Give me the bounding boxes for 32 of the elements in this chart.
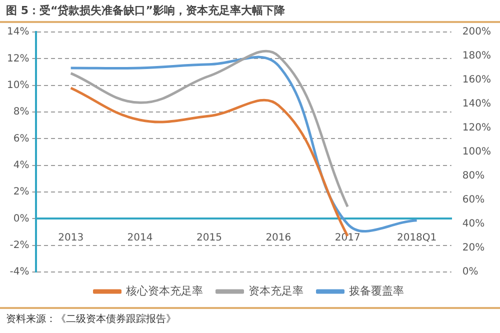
y2-tick-label: 180% — [462, 50, 492, 62]
y2-tick-label: 120% — [462, 122, 492, 134]
y-tick-label: 10% — [6, 80, 30, 91]
legend-label: 拨备覆盖率 — [348, 284, 404, 298]
x-tick-label: 2014 — [127, 232, 153, 244]
y2-tick-label: 100% — [462, 146, 492, 158]
y-tick-label: 6% — [13, 133, 30, 144]
y-tick-label: 12% — [6, 53, 30, 64]
y-tick-label: -2% — [10, 240, 30, 251]
y-tick-label: 0% — [13, 213, 30, 224]
y2-tick-label: 0% — [462, 266, 478, 278]
y-tick-label: 8% — [13, 106, 30, 118]
y2-tick-label: 200% — [462, 26, 492, 38]
legend-label: 资本充足率 — [248, 284, 304, 298]
legend-label: 核心资本充足率 — [124, 284, 203, 298]
x-tick-label: 2015 — [196, 232, 222, 244]
y2-tick-label: 20% — [462, 242, 485, 254]
x-tick-label: 2013 — [58, 232, 84, 244]
y-tick-label: 2% — [13, 186, 30, 198]
x-tick-label: 2017 — [334, 232, 360, 244]
x-tick-label: 2018Q1 — [396, 232, 437, 244]
text: 资料来源：《二级资本债券跟踪报告》 — [6, 312, 177, 326]
y2-tick-label: 40% — [462, 218, 485, 230]
y2-tick-label: 60% — [462, 194, 485, 206]
y-tick-label: 4% — [13, 160, 30, 171]
x-tick-label: 2016 — [266, 232, 292, 244]
y-tick-label: 14% — [6, 26, 30, 38]
y2-tick-label: 140% — [462, 98, 492, 110]
y2-tick-label: 160% — [462, 74, 492, 86]
chart-title: 图 5：受“贷款损失准备缺口”影响，资本充足率大幅下降 — [0, 0, 500, 23]
y2-tick-label: 80% — [462, 170, 485, 182]
y-tick-label: -4% — [10, 266, 30, 278]
